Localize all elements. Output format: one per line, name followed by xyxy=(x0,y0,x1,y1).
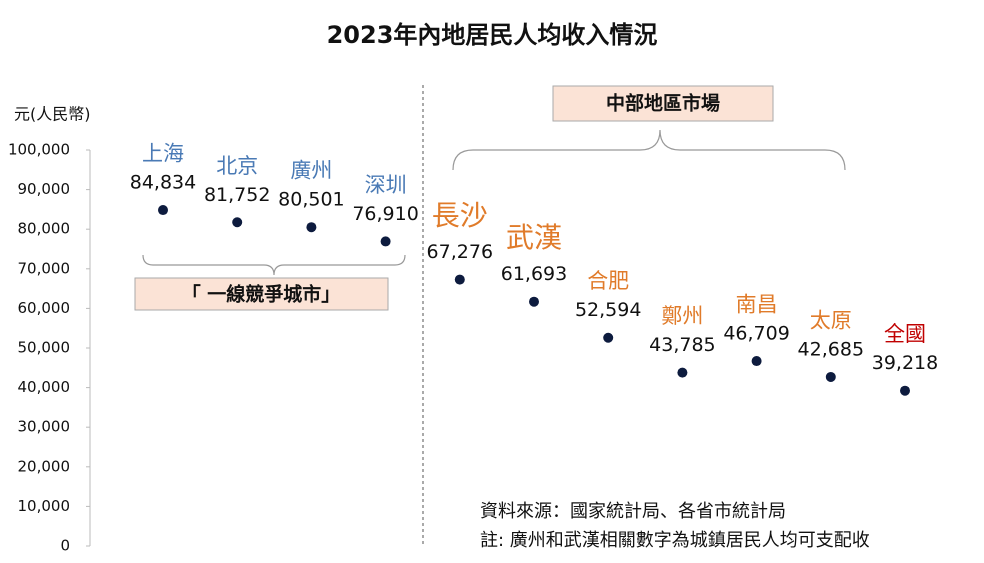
y-tick-label: 50,000 xyxy=(18,339,71,357)
annotation: 中部地區市場 xyxy=(606,92,720,115)
value-label: 42,685 xyxy=(798,338,864,360)
dot xyxy=(232,217,243,228)
category-label: 北京 xyxy=(216,154,258,178)
value-label: 80,501 xyxy=(278,189,344,211)
dot xyxy=(158,205,168,216)
y-tick-label: 60,000 xyxy=(18,299,71,317)
value-label: 84,834 xyxy=(130,172,196,194)
annotation-box xyxy=(134,277,389,311)
note: 註: 廣州和武漢相關數字為城鎮居民人均可支配收 xyxy=(480,530,870,551)
value-label: 81,752 xyxy=(204,184,270,206)
category-label: 全國 xyxy=(884,322,926,346)
y-tick-label: 90,000 xyxy=(18,180,71,198)
y-tick-label: 80,000 xyxy=(18,220,71,238)
value-label: 43,785 xyxy=(649,334,715,356)
bracket xyxy=(142,254,406,276)
dot xyxy=(900,385,910,396)
value-label: 39,218 xyxy=(872,352,938,374)
y-axis-label: 元(人民幣) xyxy=(14,105,91,124)
dot xyxy=(454,274,465,285)
category-label: 南昌 xyxy=(736,293,778,317)
annotation: 「 一線競爭城市」 xyxy=(182,283,341,306)
value-label: 67,276 xyxy=(427,241,493,263)
category-label: 合肥 xyxy=(587,269,629,293)
category-label: 武漢 xyxy=(506,221,562,254)
dot xyxy=(751,356,762,367)
dot xyxy=(380,236,391,247)
value-label: 52,594 xyxy=(575,299,641,321)
annotation-box xyxy=(552,85,774,122)
category-label: 長沙 xyxy=(432,199,488,232)
y-tick-label: 30,000 xyxy=(18,418,71,436)
y-tick-label: 70,000 xyxy=(18,259,71,277)
category-label: 深圳 xyxy=(365,173,407,197)
dot xyxy=(825,371,836,382)
value-label: 61,693 xyxy=(501,263,567,285)
y-tick-label: 0 xyxy=(60,537,70,555)
category-label: 上海 xyxy=(142,142,184,166)
chart-title: 2023年內地居民人均收入情況 xyxy=(327,21,658,49)
category-label: 廣州 xyxy=(290,159,332,183)
dot xyxy=(677,367,688,378)
y-tick-label: 100,000 xyxy=(8,141,70,159)
category-label: 太原 xyxy=(810,308,852,332)
category-label: 鄭州 xyxy=(661,304,703,328)
y-tick-label: 40,000 xyxy=(18,378,71,396)
dot xyxy=(603,332,614,343)
bracket xyxy=(452,129,846,171)
value-label: 76,910 xyxy=(352,203,418,225)
y-tick-label: 20,000 xyxy=(18,457,71,475)
note: 資料來源：國家統計局、各省市統計局 xyxy=(480,501,786,522)
y-tick-label: 10,000 xyxy=(18,497,71,515)
dot xyxy=(529,296,539,307)
value-label: 46,709 xyxy=(723,323,789,345)
dot xyxy=(306,222,317,233)
